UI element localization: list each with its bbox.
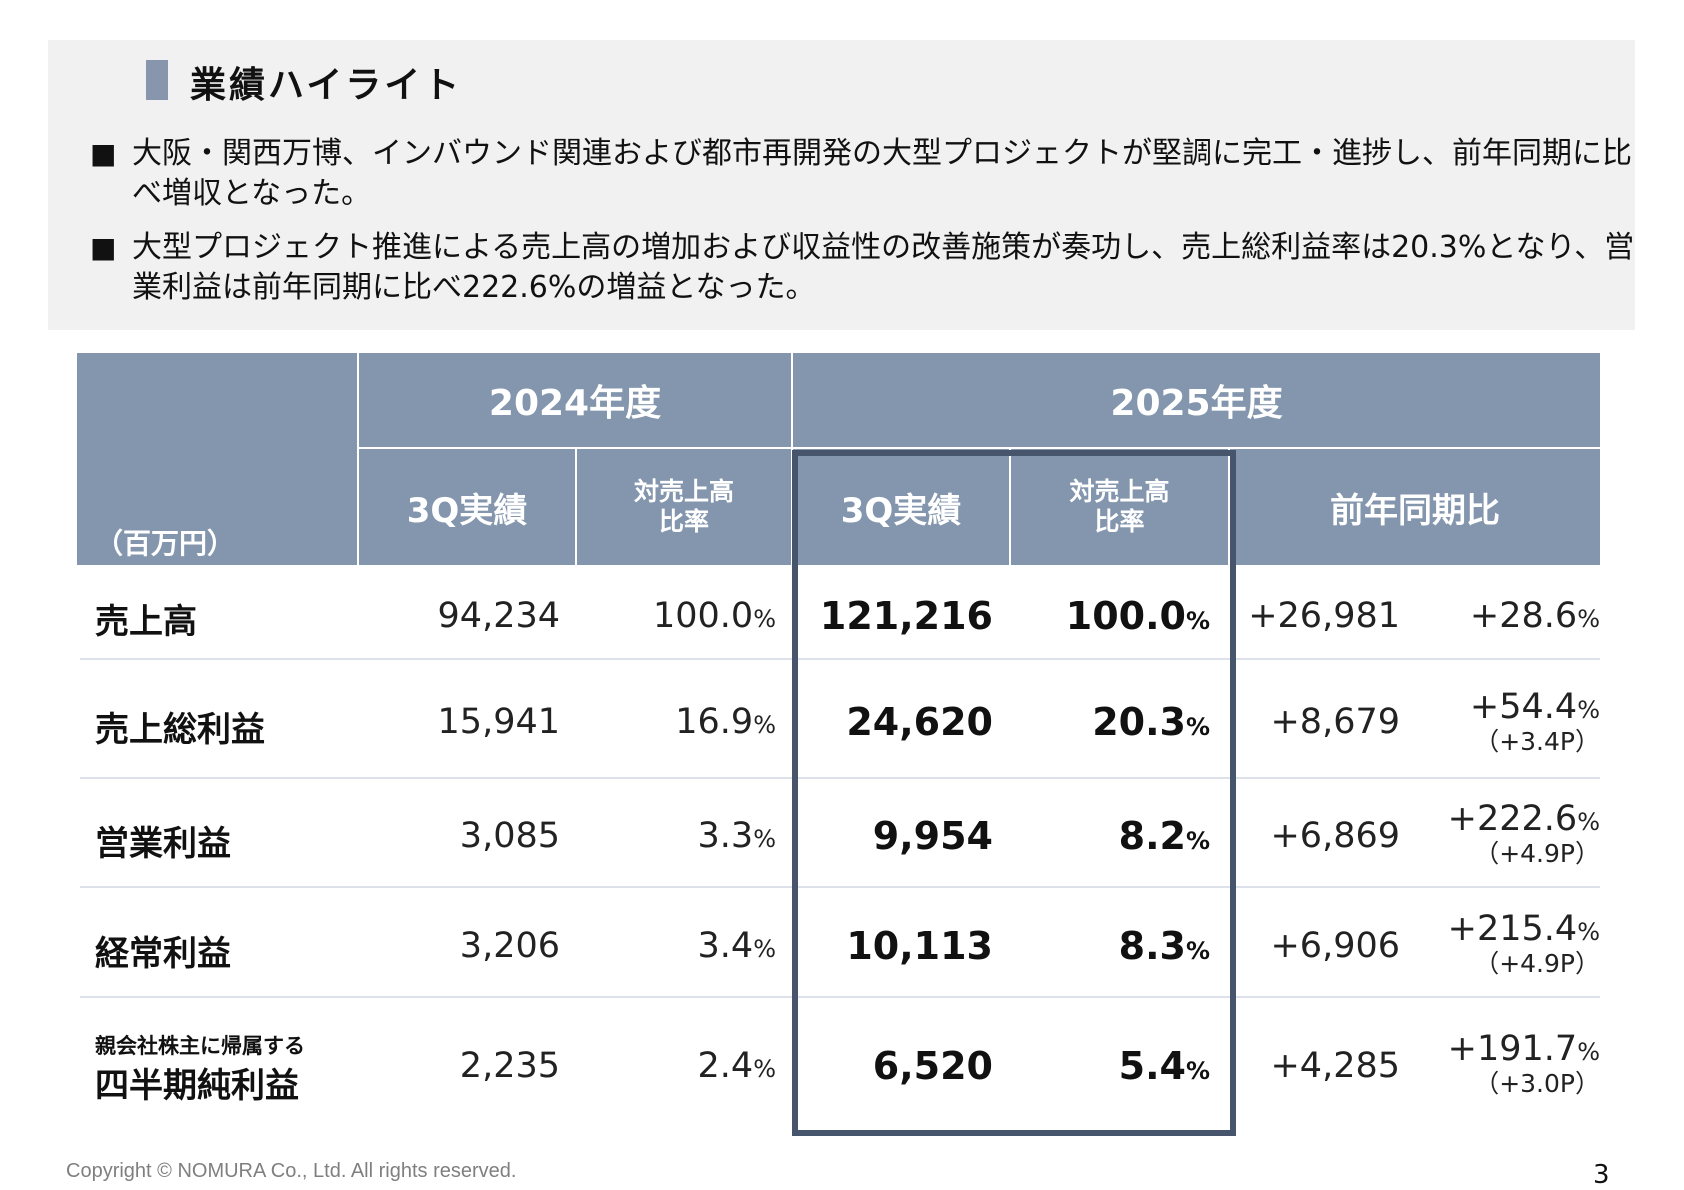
- header-fy24-ratio: 対売上高 比率: [577, 449, 791, 565]
- header-fy2025: 2025年度: [793, 353, 1600, 447]
- fy24-ratio: 100.0%: [652, 596, 776, 636]
- fy24-actual: 2,235: [459, 1046, 560, 1086]
- fy24-actual: 3,085: [459, 816, 560, 856]
- yoy-amount: +8,679: [1270, 702, 1400, 742]
- row-label-gross-profit: 売上総利益: [95, 710, 265, 750]
- yoy-amount: +6,906: [1270, 926, 1400, 966]
- copyright-notice: Copyright © NOMURA Co., Ltd. All rights …: [66, 1160, 517, 1182]
- fy25-actual: 6,520: [872, 1044, 993, 1088]
- yoy-pct: +222.6% （+4.9P）: [1410, 800, 1600, 867]
- fy24-actual: 94,234: [437, 596, 560, 636]
- row-divider: [80, 886, 1600, 888]
- fy24-actual: 15,941: [437, 702, 560, 742]
- yoy-pct: +215.4% （+4.9P）: [1410, 910, 1600, 977]
- fy24-ratio: 3.4%: [697, 926, 776, 966]
- fy25-actual: 10,113: [846, 924, 993, 968]
- bullet-text: 大阪・関西万博、インバウンド関連および都市再開発の大型プロジェクトが堅調に完工・…: [132, 136, 1632, 211]
- yoy-point: （+3.0P）: [1474, 1069, 1600, 1098]
- fy24-ratio: 2.4%: [697, 1046, 776, 1086]
- units-header-cell: [77, 353, 357, 565]
- highlight-panel: [48, 40, 1635, 330]
- row-sublabel-net-income: 親会社株主に帰属する: [95, 1034, 305, 1058]
- fy25-ratio: 20.3%: [1092, 700, 1210, 744]
- fy25-ratio: 5.4%: [1118, 1044, 1210, 1088]
- square-bullet-icon: ■: [90, 137, 117, 170]
- row-divider: [80, 777, 1600, 779]
- title-accent-bar: [146, 60, 168, 100]
- fy25-actual: 9,954: [872, 814, 993, 858]
- bullet-text: 大型プロジェクト推進による売上高の増加および収益性の改善施策が奏功し、売上総利益…: [132, 230, 1635, 305]
- square-bullet-icon: ■: [90, 231, 117, 264]
- fy25-ratio: 8.2%: [1118, 814, 1210, 858]
- yoy-point: （+3.4P）: [1474, 727, 1600, 756]
- header-fy24-actual: 3Q実績: [359, 449, 575, 565]
- row-label-revenue: 売上高: [95, 602, 197, 642]
- fy25-ratio: 100.0%: [1065, 594, 1210, 638]
- fy25-actual: 24,620: [846, 700, 993, 744]
- fy24-ratio: 3.3%: [697, 816, 776, 856]
- row-label-ordinary-profit: 経常利益: [95, 934, 231, 974]
- yoy-amount: +6,869: [1270, 816, 1400, 856]
- yoy-amount: +26,981: [1248, 596, 1400, 636]
- yoy-point: （+4.9P）: [1474, 839, 1600, 868]
- yoy-pct: +54.4% （+3.4P）: [1410, 688, 1600, 755]
- fy25-ratio: 8.3%: [1118, 924, 1210, 968]
- yoy-point: （+4.9P）: [1474, 949, 1600, 978]
- fy24-ratio: 16.9%: [675, 702, 776, 742]
- row-label-operating-profit: 営業利益: [95, 824, 231, 864]
- row-divider: [80, 996, 1600, 998]
- header-fy2024: 2024年度: [359, 353, 791, 447]
- fy2025-highlight-frame: [792, 450, 1236, 1136]
- yoy-pct: +191.7% （+3.0P）: [1410, 1030, 1600, 1097]
- yoy-amount: +4,285: [1270, 1046, 1400, 1086]
- fy24-actual: 3,206: [459, 926, 560, 966]
- page-number: 3: [1593, 1160, 1610, 1190]
- yoy-pct: +28.6%: [1469, 596, 1600, 636]
- row-label-net-income: 四半期純利益: [95, 1066, 299, 1106]
- units-label: （百万円）: [95, 527, 236, 560]
- fy25-actual: 121,216: [819, 594, 993, 638]
- slide-title: 業績ハイライト: [190, 65, 463, 106]
- header-fy25-ratio: 対売上高 比率: [1011, 449, 1228, 565]
- header-yoy: 前年同期比: [1230, 449, 1600, 565]
- header-fy25-actual: 3Q実績: [793, 449, 1009, 565]
- row-divider: [80, 658, 1600, 660]
